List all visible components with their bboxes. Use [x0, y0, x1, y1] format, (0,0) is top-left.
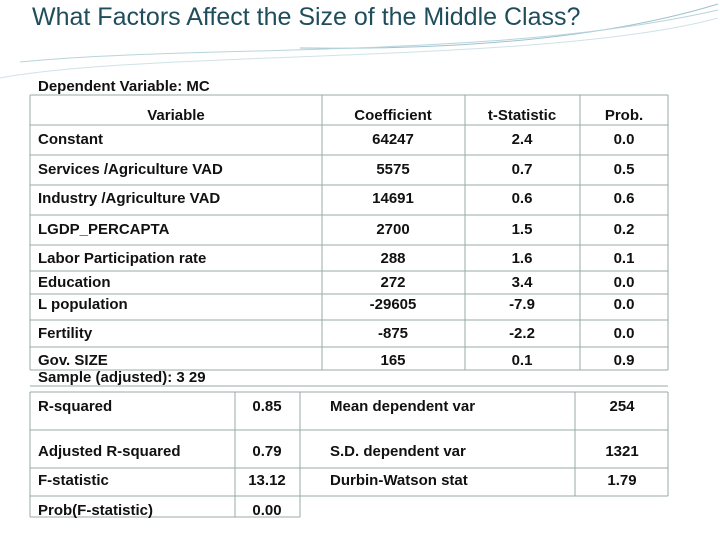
stat-label: Mean dependent var — [330, 398, 475, 415]
row-label: Fertility — [38, 325, 93, 342]
cell-value: 272 — [380, 274, 405, 291]
column-header: Coefficient — [354, 107, 432, 124]
stat-label: R-squared — [38, 398, 112, 415]
cell-value: 0.0 — [614, 274, 635, 291]
cell-value: 64247 — [372, 131, 414, 148]
column-header: Prob. — [605, 107, 643, 124]
cell-value: 0.5 — [614, 161, 635, 178]
column-header: t-Statistic — [488, 107, 556, 124]
stat-label: F-statistic — [38, 472, 109, 489]
stat-value: 1.79 — [607, 472, 636, 489]
stat-value: 0.85 — [252, 398, 281, 415]
cell-value: 0.0 — [614, 296, 635, 313]
stat-value: 0.79 — [252, 443, 281, 460]
column-header: Variable — [147, 107, 205, 124]
stat-value: 254 — [609, 398, 635, 415]
row-label: Labor Participation rate — [38, 250, 206, 267]
stat-value: 0.00 — [252, 502, 281, 519]
cell-value: 165 — [380, 352, 405, 369]
cell-value: 1.6 — [512, 250, 533, 267]
row-label: LGDP_PERCAPTA — [38, 221, 170, 238]
row-label: Gov. SIZE — [38, 352, 108, 369]
stat-value: 13.12 — [248, 472, 286, 489]
cell-value: 2.4 — [512, 131, 534, 148]
cell-value: 0.1 — [512, 352, 533, 369]
cell-value: 0.7 — [512, 161, 533, 178]
row-label: Constant — [38, 131, 103, 148]
decor-swoosh — [0, 17, 719, 79]
row-label: Education — [38, 274, 111, 291]
table-caption: Dependent Variable: MC — [38, 78, 210, 95]
cell-value: 0.9 — [614, 352, 635, 369]
stat-label: Durbin-Watson stat — [330, 472, 468, 489]
cell-value: -29605 — [370, 296, 417, 313]
cell-value: 0.0 — [614, 325, 635, 342]
stat-label: Prob(F-statistic) — [38, 502, 153, 519]
sample-note: Sample (adjusted): 3 29 — [38, 369, 206, 386]
cell-value: 0.0 — [614, 131, 635, 148]
cell-value: 14691 — [372, 190, 414, 207]
cell-value: 0.6 — [512, 190, 533, 207]
row-label: Services /Agriculture VAD — [38, 161, 223, 178]
slide-title: What Factors Affect the Size of the Midd… — [32, 3, 581, 31]
row-label: L population — [38, 296, 128, 313]
cell-value: 3.4 — [512, 274, 534, 291]
stat-label: Adjusted R-squared — [38, 443, 181, 460]
cell-value: -875 — [378, 325, 408, 342]
cell-value: 1.5 — [512, 221, 533, 238]
cell-value: 288 — [380, 250, 405, 267]
cell-value: 2700 — [376, 221, 409, 238]
cell-value: 5575 — [376, 161, 409, 178]
table-background — [30, 76, 668, 518]
stat-label: S.D. dependent var — [330, 443, 466, 460]
stat-value: 1321 — [605, 443, 638, 460]
cell-value: -2.2 — [509, 325, 535, 342]
decor-swoosh — [19, 9, 719, 63]
cell-value: 0.1 — [614, 250, 635, 267]
row-label: Industry /Agriculture VAD — [38, 190, 220, 207]
cell-value: 0.2 — [614, 221, 635, 238]
cell-value: 0.6 — [614, 190, 635, 207]
cell-value: -7.9 — [509, 296, 535, 313]
